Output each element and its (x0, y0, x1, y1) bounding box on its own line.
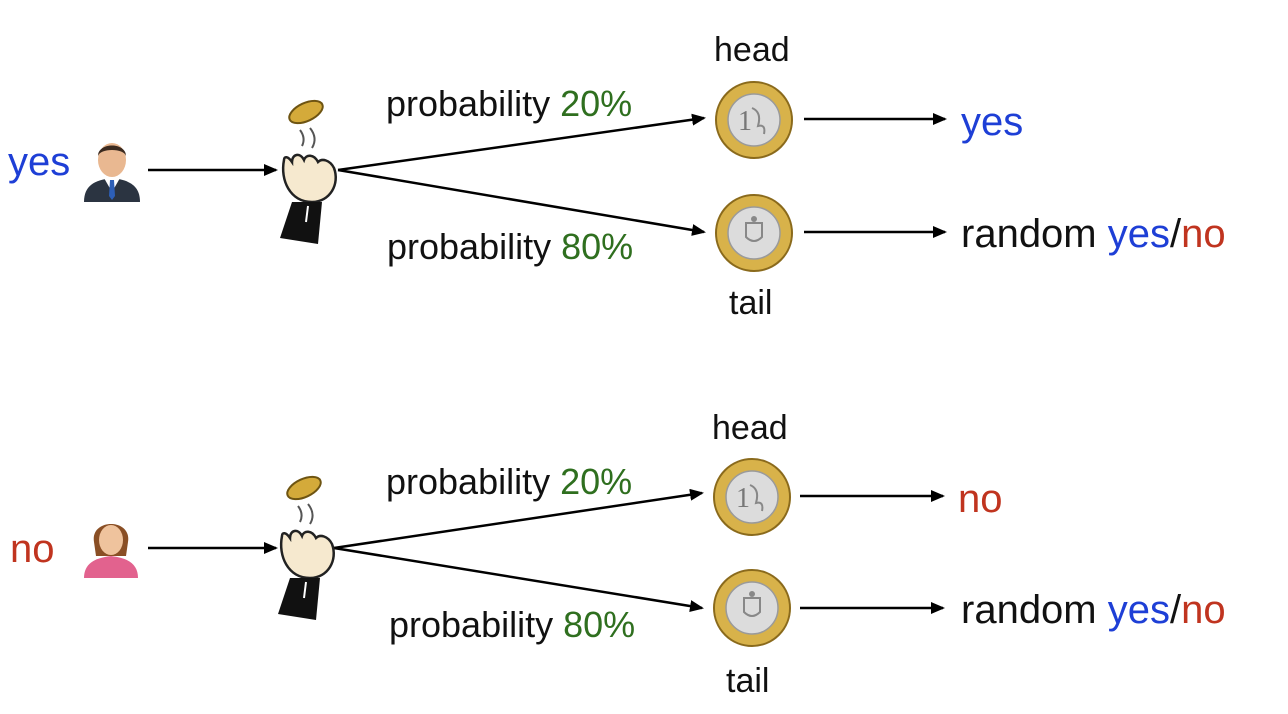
svg-text:1: 1 (736, 483, 750, 514)
outcome-random: random (961, 212, 1097, 256)
probability-word: probability (387, 226, 552, 267)
outcome-label: random yes/no (961, 590, 1226, 630)
answer-label: yes (8, 140, 71, 184)
probability-label: probability 80% (387, 229, 633, 265)
businessman-icon (84, 143, 140, 202)
probability-value: 80% (563, 604, 636, 645)
outcome-label: yes (961, 100, 1024, 144)
probability-label: probability 80% (389, 607, 635, 643)
probability-word: probability (386, 461, 551, 502)
outcome-no: no (1181, 212, 1226, 256)
coin-side-label: tail (726, 662, 770, 700)
outcome-yes: yes (1107, 588, 1170, 632)
answer-label: no (10, 527, 55, 571)
outcome-no: no (1181, 588, 1226, 632)
probability-value: 20% (560, 461, 633, 502)
coin-toss-hand-icon (278, 475, 335, 620)
coin-side-label: head (714, 31, 790, 69)
coin-tail-icon (713, 569, 791, 647)
probability-label: probability 20% (386, 86, 632, 122)
woman-icon (84, 524, 138, 578)
probability-label: probability 20% (386, 464, 632, 500)
arrow-toss-to-head (337, 113, 706, 172)
arrow-toss-to-tail (337, 168, 706, 236)
arrow-toss-to-head (333, 488, 704, 550)
coin-tail-icon (715, 194, 793, 272)
coin-side-label: head (712, 409, 788, 447)
coin-head-icon: 1 (713, 458, 791, 536)
outcome-yes: yes (1107, 212, 1170, 256)
outcome-separator: / (1170, 588, 1182, 632)
svg-text:1: 1 (738, 106, 752, 137)
outcome-label: random yes/no (961, 214, 1226, 254)
coin-side-label: tail (729, 284, 773, 322)
outcome-label: no (958, 477, 1003, 521)
arrow-toss-to-tail (333, 546, 704, 612)
probability-word: probability (389, 604, 554, 645)
probability-value: 20% (560, 83, 633, 124)
probability-word: probability (386, 83, 551, 124)
coin-toss-hand-icon (280, 99, 337, 244)
outcome-random: random (961, 588, 1097, 632)
outcome-separator: / (1170, 212, 1182, 256)
probability-value: 80% (561, 226, 634, 267)
coin-head-icon: 1 (715, 81, 793, 159)
